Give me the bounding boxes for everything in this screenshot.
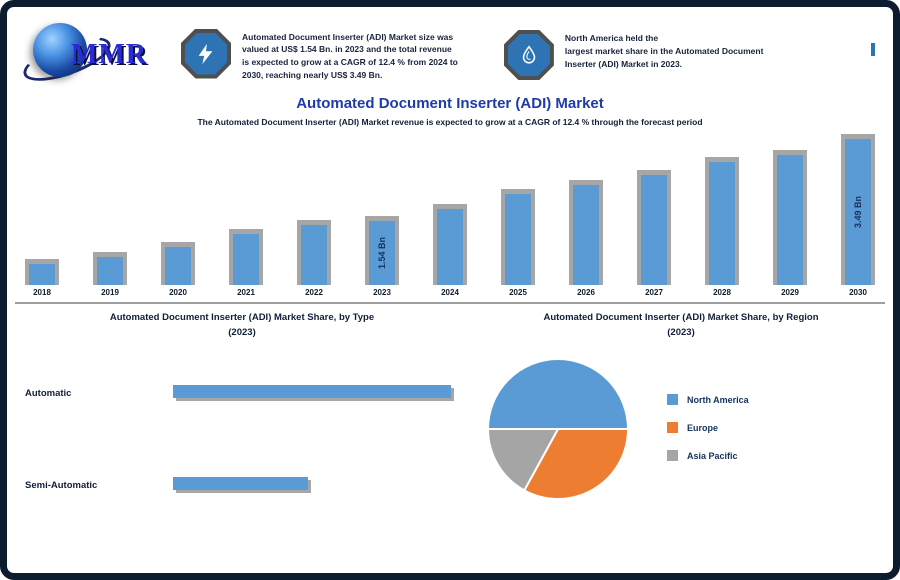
pie-chart-row: North America Europe Asia Pacific	[469, 354, 893, 509]
octagon-face	[507, 34, 550, 76]
badge2-line: North America held the	[564, 33, 659, 43]
bar	[709, 162, 735, 285]
x-axis-label: 2025	[509, 288, 527, 297]
pie-slice	[522, 428, 630, 501]
region-share-section: Automated Document Inserter (ADI) Market…	[469, 310, 893, 509]
legend-item: Asia Pacific	[667, 450, 749, 462]
badge1-line: Automated Document Inserter (ADI) Market…	[242, 31, 454, 42]
hbar-label: Semi-Automatic	[25, 479, 98, 491]
bar-value-label: 3.49 Bn	[853, 196, 863, 229]
badge1-line: 2030, reaching nearly US$ 3.49 Bn.	[242, 69, 383, 80]
droplet-icon	[503, 30, 554, 80]
axis-divider-line	[15, 302, 885, 304]
bar-group: 1.54 Bn	[365, 216, 399, 285]
hbar	[173, 385, 451, 399]
pie-slice	[486, 358, 630, 431]
bar	[97, 257, 123, 285]
stat-badge-1: Automated Document Inserter (ADI) Market…	[181, 23, 458, 82]
x-axis-label: 2028	[713, 288, 731, 297]
x-axis-labels: 2018 2019 2020 2021 2022 2023 2024 2025 2026 2027…	[25, 288, 875, 297]
bar	[641, 175, 667, 285]
badge1-line: is expected to grow at a CAGR of 12.4 % …	[242, 57, 458, 67]
hbar-label: Automatic	[25, 387, 72, 399]
highlight-dash	[871, 43, 875, 56]
legend-swatch	[667, 450, 678, 462]
section-right-header-line1: Automated Document Inserter (ADI) Market…	[543, 312, 819, 323]
x-axis-label: 2023	[373, 288, 391, 297]
legend-swatch	[667, 422, 678, 434]
region-pie-chart	[483, 354, 633, 509]
bar-group	[297, 220, 331, 285]
bar: 1.54 Bn	[369, 221, 395, 285]
section-left-header-line1: Automated Document Inserter (ADI) Market…	[109, 312, 375, 323]
pie-slice	[486, 428, 560, 493]
mmr-logo: MMR	[18, 17, 171, 90]
section-left-header-line2: (2023)	[228, 327, 256, 339]
lightning-icon	[181, 28, 231, 79]
octagon-face	[185, 32, 227, 75]
page-subtitle: The Automated Document Inserter (ADI) Ma…	[197, 117, 703, 127]
x-axis-label: 2021	[237, 288, 255, 297]
bar-group	[637, 170, 671, 285]
bar	[29, 264, 55, 285]
legend-swatch	[667, 394, 678, 406]
pie-legend: North America Europe Asia Pacific	[667, 385, 749, 478]
badge2-line: largest market share in the Automated Do…	[564, 45, 764, 56]
type-share-section: Automated Document Inserter (ADI) Market…	[21, 310, 463, 568]
bar-group	[229, 229, 263, 285]
section-right-header: Automated Document Inserter (ADI) Market…	[469, 310, 893, 340]
bar-group	[705, 157, 739, 285]
badge2-line: Inserter (ADI) Market in 2023.	[564, 58, 683, 69]
bar	[233, 234, 259, 285]
globe-icon	[33, 23, 87, 77]
x-axis-label: 2018	[33, 288, 51, 297]
hbar	[173, 477, 308, 491]
hbar-track	[173, 384, 463, 402]
x-axis-label: 2024	[441, 288, 459, 297]
bar-value-label: 1.54 Bn	[377, 237, 387, 270]
legend-label: Asia Pacific	[687, 450, 738, 461]
revenue-bar-chart: 1.54 Bn 3.49 Bn	[25, 134, 875, 285]
x-axis-label: 2027	[645, 288, 663, 297]
bar-group: 3.49 Bn	[841, 134, 875, 285]
bar-group	[93, 252, 127, 285]
x-axis-label: 2026	[577, 288, 595, 297]
page-title: Automated Document Inserter (ADI) Market	[296, 95, 604, 112]
section-left-header: Automated Document Inserter (ADI) Market…	[21, 310, 463, 340]
hbar-row: Automatic	[21, 384, 463, 402]
bar: 3.49 Bn	[845, 139, 871, 285]
hbar-row: Semi-Automatic	[21, 476, 463, 494]
x-axis-label: 2030	[849, 288, 867, 297]
bar-group	[433, 204, 467, 285]
bar	[505, 194, 531, 285]
bar-group	[569, 180, 603, 285]
legend-label: Europe	[687, 422, 719, 433]
hbar-track	[173, 476, 463, 494]
bar	[573, 185, 599, 285]
stat-badge-2-text: North America held the largest market sh…	[565, 32, 764, 70]
bar-group	[25, 259, 59, 285]
legend-label: North America	[687, 394, 749, 405]
legend-item: Europe	[667, 422, 749, 434]
x-axis-label: 2022	[305, 288, 323, 297]
x-axis-label: 2029	[781, 288, 799, 297]
bar	[301, 225, 327, 285]
bar	[777, 155, 803, 285]
section-right-header-line2: (2023)	[667, 327, 695, 339]
bar-group	[161, 242, 195, 285]
legend-item: North America	[667, 394, 749, 406]
bar-group	[773, 150, 807, 285]
stat-badge-1-text: Automated Document Inserter (ADI) Market…	[242, 31, 458, 82]
logo-text: MMR	[71, 39, 148, 70]
x-axis-label: 2020	[169, 288, 187, 297]
bar-group	[501, 189, 535, 285]
x-axis-label: 2019	[101, 288, 119, 297]
header: MMR Automated Document Inserter (ADI) Ma…	[18, 15, 881, 90]
stat-badge-2: North America held the largest market sh…	[503, 24, 764, 80]
badge1-line: valued at US$ 1.54 Bn. in 2023 and the t…	[242, 44, 452, 55]
horizontal-bar-chart: Automatic Semi-Automatic	[21, 384, 463, 494]
bar	[437, 209, 463, 285]
bar	[165, 247, 191, 285]
